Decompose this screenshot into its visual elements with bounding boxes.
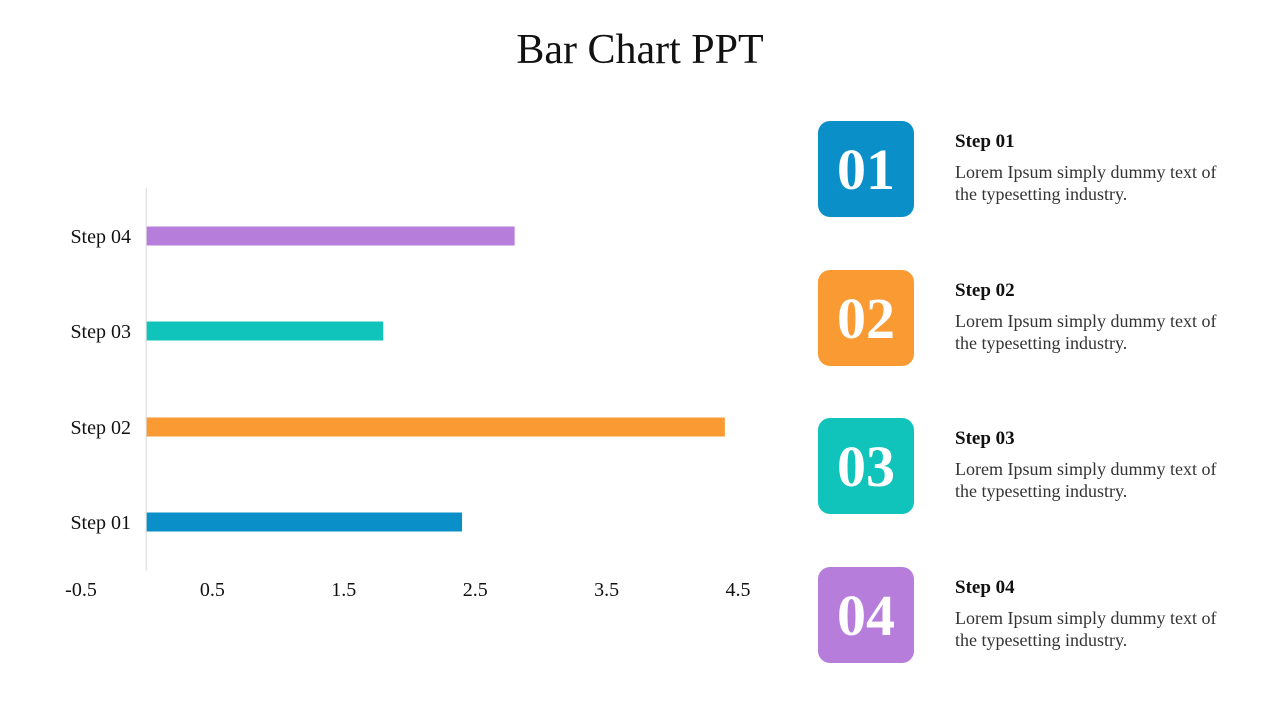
category-label-step-03: Step 03 <box>70 321 131 343</box>
step-title-04: Step 04 <box>955 577 1015 598</box>
step-badge-04: 04 <box>818 567 914 663</box>
step-badge-03: 03 <box>818 418 914 514</box>
x-tick-label: 3.5 <box>594 579 619 601</box>
x-tick-label: 0.5 <box>200 579 225 601</box>
step-description-02: Lorem Ipsum simply dummy text of the typ… <box>955 311 1217 353</box>
category-label-step-02: Step 02 <box>70 417 131 439</box>
step-title-01: Step 01 <box>955 131 1015 152</box>
x-tick-label: -0.5 <box>65 579 97 601</box>
step-description-03: Lorem Ipsum simply dummy text of the typ… <box>955 459 1217 501</box>
step-card-02: 02 Step 02 Lorem Ipsum simply dummy text… <box>818 270 1248 370</box>
step-badge-01: 01 <box>818 121 914 217</box>
step-title-02: Step 02 <box>955 280 1015 301</box>
x-tick-label: 2.5 <box>463 579 488 601</box>
step-card-03: 03 Step 03 Lorem Ipsum simply dummy text… <box>818 418 1248 518</box>
step-card-04: 04 Step 04 Lorem Ipsum simply dummy text… <box>818 567 1248 667</box>
step-description-01: Lorem Ipsum simply dummy text of the typ… <box>955 162 1217 204</box>
category-label-step-04: Step 04 <box>70 226 131 248</box>
step-card-01: 01 Step 01 Lorem Ipsum simply dummy text… <box>818 121 1248 221</box>
bar-step-04 <box>146 226 515 246</box>
bar-step-03 <box>146 321 384 341</box>
bar-chart: Step 01 Step 02 Step 03 Step 04 -0.5 0.5 1.5 2.… <box>65 188 751 601</box>
page-title: Bar Chart PPT <box>516 27 764 73</box>
x-tick-label: 4.5 <box>726 579 751 601</box>
step-badge-02: 02 <box>818 270 914 366</box>
bar-step-01 <box>146 512 463 532</box>
step-description-04: Lorem Ipsum simply dummy text of the typ… <box>955 608 1217 650</box>
bar-step-02 <box>146 417 725 437</box>
category-label-step-01: Step 01 <box>70 512 131 534</box>
x-tick-label: 1.5 <box>331 579 356 601</box>
step-title-03: Step 03 <box>955 428 1015 449</box>
